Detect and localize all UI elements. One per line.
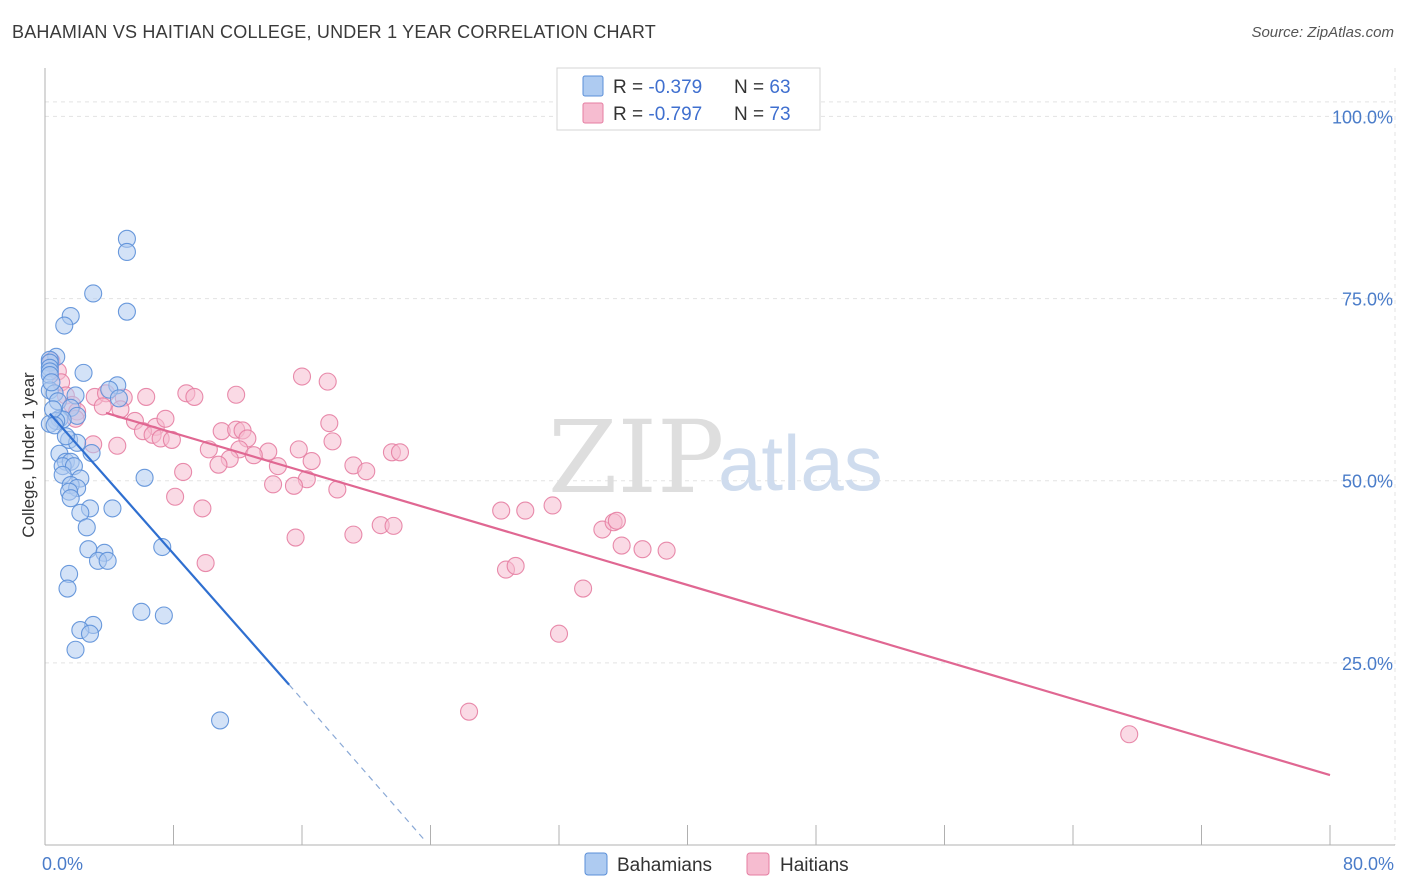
haitian-point bbox=[166, 487, 185, 506]
haitian-point bbox=[459, 702, 479, 721]
legend-haitians-swatch bbox=[746, 852, 770, 876]
y-axis-title: College, Under 1 year bbox=[19, 372, 38, 538]
y-tick-labels: 25.0% 50.0% 75.0% 100.0% bbox=[1332, 107, 1393, 673]
haitian-point bbox=[292, 367, 312, 386]
bahamian-point bbox=[109, 389, 128, 408]
chart-title: BAHAMIAN VS HAITIAN COLLEGE, UNDER 1 YEA… bbox=[12, 22, 656, 42]
bahamian-point bbox=[56, 427, 75, 446]
source-label: Source: ZipAtlas.com bbox=[1251, 24, 1394, 41]
haitian-point bbox=[607, 511, 626, 530]
haitian-point bbox=[633, 540, 652, 559]
fit-lines-layer bbox=[48, 411, 1331, 842]
haitian-point bbox=[284, 476, 304, 495]
stats-legend: R = -0.379 N = 63 R = -0.797 N = 73 bbox=[556, 67, 821, 131]
haitian-point bbox=[506, 556, 525, 576]
haitian-point bbox=[543, 496, 562, 515]
haitian-point bbox=[612, 536, 631, 555]
haitian-point bbox=[574, 579, 593, 598]
bahamian-point bbox=[135, 468, 154, 487]
bahamian-point bbox=[77, 518, 96, 537]
haitians-n-label: N = bbox=[734, 104, 769, 125]
haitian-point bbox=[196, 553, 215, 573]
bahamian-point bbox=[132, 602, 151, 621]
bahamian-point bbox=[117, 302, 136, 321]
bahamians-fit-line-extension bbox=[288, 684, 427, 842]
y-tick-label: 50.0% bbox=[1342, 472, 1393, 492]
y-tick-label: 75.0% bbox=[1342, 290, 1393, 310]
haitian-point bbox=[193, 499, 212, 518]
haitian-point bbox=[549, 624, 569, 643]
bahamians-r-value: -0.379 bbox=[648, 77, 702, 98]
bahamians-fit-line bbox=[48, 412, 290, 686]
bahamian-point bbox=[58, 579, 77, 598]
haitian-point bbox=[93, 397, 112, 416]
y-tick-label: 100.0% bbox=[1332, 107, 1393, 127]
series-legend: Bahamians Haitians bbox=[584, 852, 849, 876]
haitians-stats: R = -0.797 N = 73 bbox=[613, 104, 791, 125]
haitian-point bbox=[286, 528, 305, 547]
bahamian-point bbox=[117, 242, 136, 261]
bahamians-n-label: N = bbox=[734, 77, 769, 98]
haitian-point bbox=[227, 385, 246, 404]
bahamian-point bbox=[153, 537, 172, 557]
haitian-point bbox=[209, 455, 228, 474]
bahamians-stats: R = -0.379 N = 63 bbox=[613, 77, 791, 98]
watermark-atlas: atlas bbox=[718, 419, 883, 507]
haitian-point bbox=[344, 525, 363, 544]
haitian-point bbox=[185, 387, 204, 406]
axis-layer bbox=[44, 68, 1395, 846]
haitians-r-value: -0.797 bbox=[648, 104, 702, 125]
bahamian-point bbox=[154, 606, 173, 625]
haitian-point bbox=[323, 432, 342, 451]
haitian-point bbox=[384, 516, 403, 535]
haitians-swatch bbox=[582, 102, 604, 124]
haitian-point bbox=[320, 414, 339, 433]
haitian-point bbox=[108, 436, 127, 455]
watermark: ZIP atlas bbox=[548, 399, 883, 516]
haitian-point bbox=[516, 501, 535, 520]
haitian-point bbox=[657, 541, 676, 560]
y-tick-label: 25.0% bbox=[1342, 654, 1393, 674]
bahamian-point bbox=[103, 499, 122, 518]
haitian-point bbox=[318, 372, 337, 391]
x-tick-label-max: 80.0% bbox=[1343, 854, 1394, 874]
bahamian-point bbox=[74, 363, 93, 382]
x-tick-label-min: 0.0% bbox=[42, 854, 83, 874]
bahamian-point bbox=[84, 284, 103, 303]
legend-bahamians-swatch bbox=[584, 852, 608, 876]
bahamians-swatch bbox=[582, 75, 604, 97]
haitian-point bbox=[492, 501, 511, 520]
legend-bahamians-label: Bahamians bbox=[617, 855, 712, 876]
points-layer bbox=[40, 229, 1139, 744]
bahamian-point bbox=[211, 711, 230, 730]
bahamian-point bbox=[66, 640, 85, 659]
haitian-point bbox=[137, 387, 156, 406]
haitian-point bbox=[174, 462, 193, 482]
haitian-point bbox=[357, 462, 376, 481]
bahamians-r-label: R = bbox=[613, 77, 648, 98]
haitian-point bbox=[302, 451, 321, 471]
haitian-point bbox=[390, 443, 410, 462]
bahamian-point bbox=[98, 551, 117, 570]
watermark-zip: ZIP bbox=[548, 399, 724, 516]
haitian-point bbox=[289, 440, 308, 459]
haitian-point bbox=[264, 475, 283, 494]
haitian-point bbox=[1120, 725, 1139, 744]
haitians-r-label: R = bbox=[613, 104, 648, 125]
haitians-n-value: 73 bbox=[769, 104, 790, 125]
legend-haitians-label: Haitians bbox=[780, 855, 849, 876]
bahamian-point bbox=[80, 624, 100, 643]
bahamian-point bbox=[42, 373, 61, 392]
haitians-fit-line bbox=[105, 411, 1331, 777]
haitian-point bbox=[156, 409, 175, 428]
bahamian-point bbox=[45, 416, 64, 435]
bahamian-point bbox=[43, 400, 63, 419]
bahamian-point bbox=[55, 316, 74, 335]
bahamians-n-value: 63 bbox=[769, 77, 790, 98]
bahamian-point bbox=[61, 489, 80, 508]
